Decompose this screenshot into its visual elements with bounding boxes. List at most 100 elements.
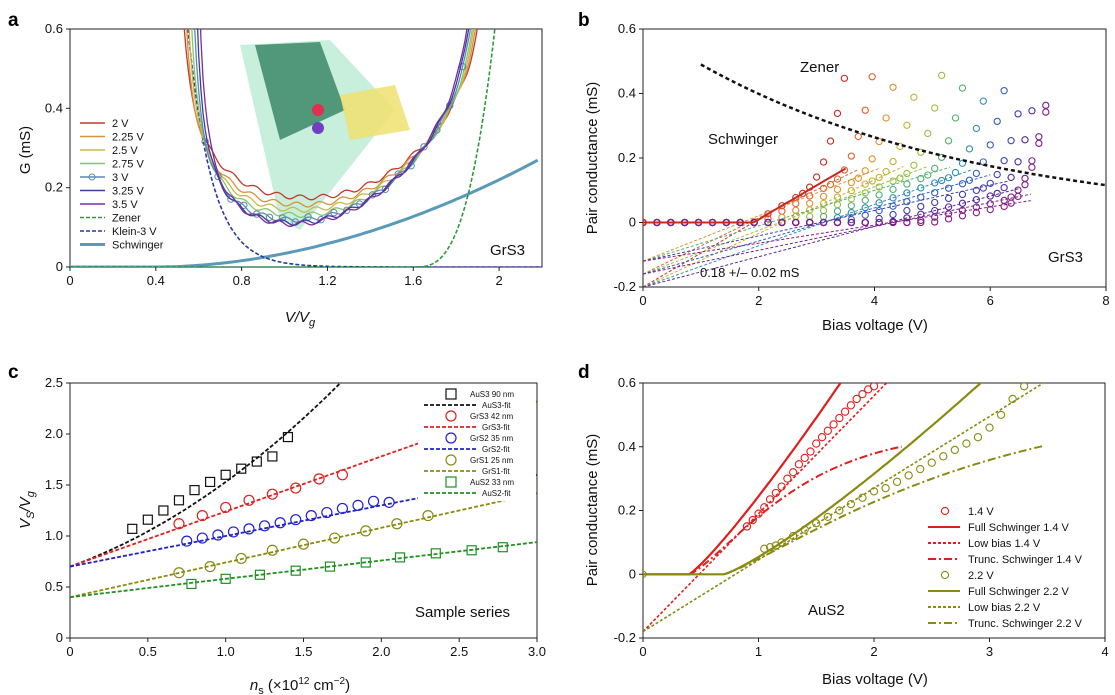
data-point [847,152,855,160]
data-point-2.2V [973,433,983,442]
data-point-circle [266,544,278,556]
data-point-1.4V [829,420,838,429]
data-point-circle [235,552,247,565]
data-point [986,141,994,149]
data-point [847,178,855,187]
data-point [931,189,939,197]
data-point [854,132,862,141]
fit-line [643,180,1008,262]
data-point [847,186,855,195]
data-point [1035,139,1043,148]
data-point [972,209,981,217]
legend-marker [445,476,457,488]
full-schwinger-1.4 [643,383,842,576]
data-point-2.2V [760,544,769,553]
curve-2V [183,29,478,201]
legend-fit-entry: GrS2-fit [482,445,510,454]
data-point [1000,157,1008,165]
data-point [917,202,925,211]
y-tick-label: 0.6 [618,21,636,36]
data-point [875,207,883,215]
data-point [1028,163,1036,172]
annotation-GrS3: GrS3 [490,242,525,259]
data-point [819,192,828,201]
x-tick-label: 8 [1102,293,1109,308]
data-point [889,185,897,194]
data-point [979,184,987,192]
data-point-circle [391,518,403,530]
data-point [979,97,987,105]
y-tick-label: 0.4 [45,100,63,115]
data-point [819,206,828,215]
x-tick-label: 3 [986,644,993,659]
data-point-2.2V [881,484,890,493]
x-tick-label: 0 [639,293,646,308]
threshold-dashed-curve [700,63,1106,187]
plot-area [643,63,1106,287]
data-point-2.2V [789,531,798,541]
data-point-square [127,523,138,534]
legend-marker [445,432,457,444]
annotation-aus2: AuS2 [808,602,845,619]
data-point [833,185,842,194]
data-point [806,218,814,227]
x-axis-label: Bias voltage (V) [822,671,928,688]
data-point [1042,108,1050,116]
legend-entry: Trunc. Schwinger 1.4 V [968,554,1083,566]
data-point-1.4V [840,407,850,416]
data-point-square [360,557,371,568]
x-label-rest: (×10 [264,677,299,694]
data-point [931,213,939,221]
data-point-2.2V [869,487,879,496]
data-point-1.4V [846,401,856,410]
y-axis-label: Pair conductance (mS) [584,82,601,235]
data-point [986,179,994,188]
data-point [1028,107,1036,115]
legend-entry: Low bias 1.4 V [968,538,1041,550]
data-point [819,212,828,221]
y-tick-label: 0.4 [618,86,636,101]
data-point [903,198,911,206]
data-point [833,218,842,227]
origin-point [643,570,647,578]
data-point [931,179,939,187]
plot-frame [642,28,1107,288]
data-point-2.2V [765,543,775,552]
x-label-n: n [250,677,258,694]
x-tick-label: 3.0 [528,644,546,659]
y-tick-label: 0 [629,566,636,581]
data-point-circle [258,520,271,532]
data-point [875,183,883,191]
data-point-circle [367,495,380,507]
data-point [833,175,842,183]
data-point [861,189,869,197]
data-point-square [142,514,153,525]
data-point-square [430,548,441,559]
data-point-square [189,485,200,496]
data-point-circle [220,501,232,514]
legend-c: AuS3 90 nm AuS3-fit GrS3 42 nm GrS3-fit GrS2… [418,386,536,501]
legend-entry: Schwinger [112,240,164,252]
data-point-square [220,573,231,584]
data-point-1.4V [777,482,786,491]
origin-point [643,218,647,227]
annotation-conductance: 0.18 +/– 0.02 mS [700,265,800,280]
data-point [861,196,869,204]
fit-line [643,166,904,287]
data-point [778,218,786,227]
data-point-square [466,545,477,556]
curve-2.5V [188,29,475,213]
data-point [1021,136,1029,144]
data-point-circle [383,496,395,508]
x-tick-label: 1.2 [318,273,336,288]
data-point [1035,133,1043,141]
x-tick-label: 2 [495,273,502,288]
y-tick-label: 0.6 [618,375,636,390]
data-point [958,199,967,207]
legend-fit-entry: GrS1-fit [482,467,510,476]
data-point [868,155,876,163]
data-point-square [205,476,216,488]
data-point-2.2V [777,538,786,547]
data-point [896,174,904,182]
data-point-circle [243,523,255,535]
